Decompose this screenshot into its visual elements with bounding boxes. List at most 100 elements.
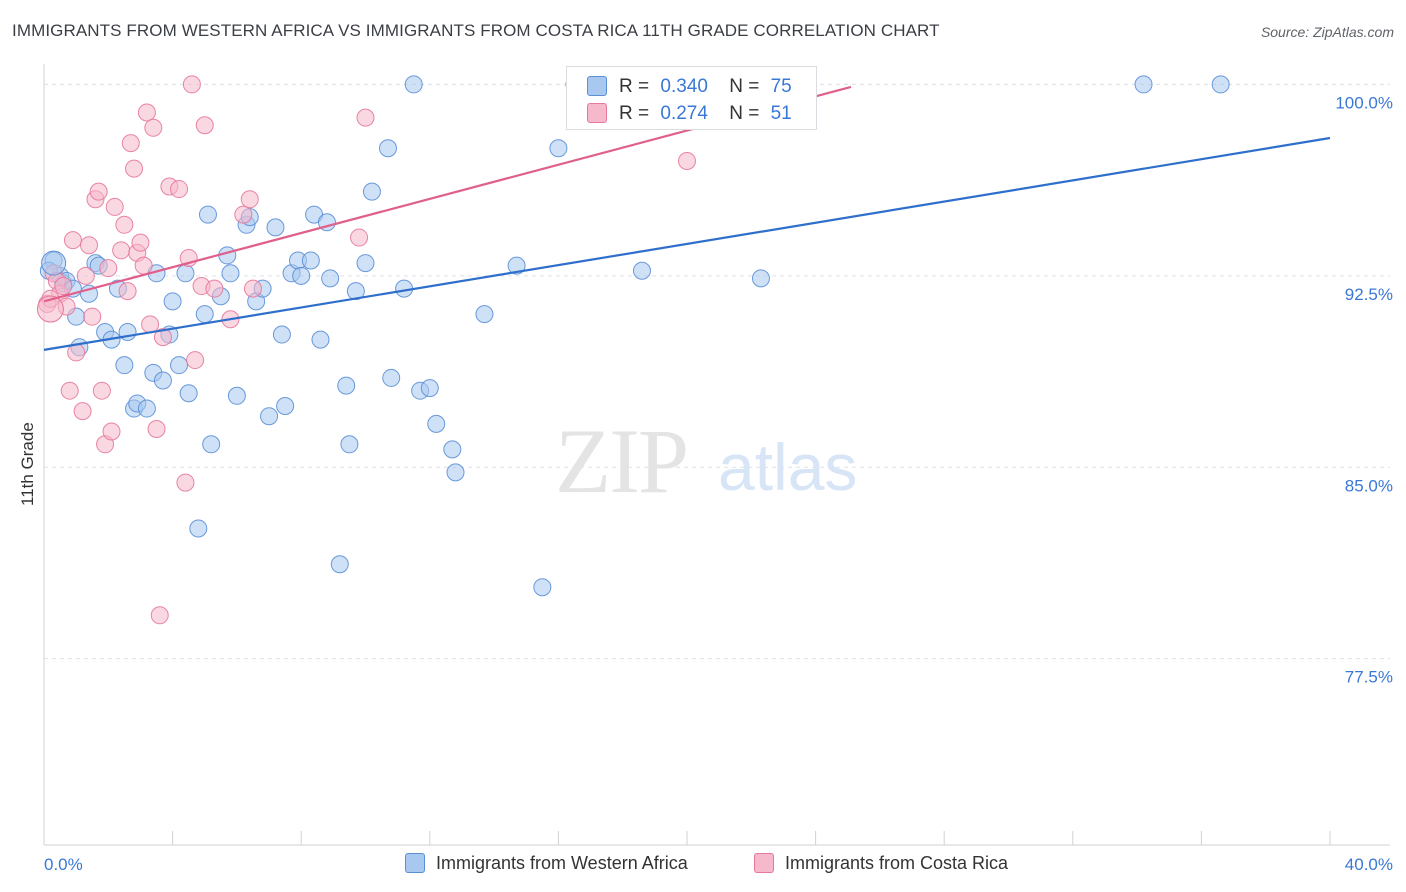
scatter-point <box>549 139 568 158</box>
r-value: 0.274 <box>660 103 708 124</box>
series-western-africa <box>39 75 1230 597</box>
scatter-point <box>301 251 320 270</box>
scatter-point <box>63 231 82 250</box>
scatter-point <box>141 315 160 334</box>
y-axis-label: 11th Grade <box>18 422 37 506</box>
n-value: 75 <box>770 76 792 97</box>
scatter-point <box>443 440 462 459</box>
scatter-point <box>446 463 465 482</box>
scatter-point <box>404 75 423 94</box>
x-tick-label: 40.0% <box>1345 855 1393 874</box>
scatter-point <box>340 435 359 454</box>
legend-label: Immigrants from Costa Rica <box>785 853 1009 873</box>
y-tick-label: 92.5% <box>1345 285 1393 304</box>
pink-swatch <box>754 853 774 873</box>
scatter-point <box>356 254 375 273</box>
scatter-point <box>379 139 398 158</box>
scatter-point <box>227 386 246 405</box>
blue-swatch <box>587 76 607 96</box>
n-value: 51 <box>770 103 792 124</box>
pink-swatch <box>587 103 607 123</box>
scatter-point <box>102 422 121 441</box>
blue-swatch <box>405 853 425 873</box>
scatter-point <box>170 180 189 199</box>
scatter-point <box>195 305 214 324</box>
watermark-atlas: atlas <box>718 430 857 504</box>
scatter-point <box>205 279 224 298</box>
scatter-point <box>83 307 102 326</box>
scatter-point <box>260 407 279 426</box>
scatter-point <box>153 328 172 347</box>
scatter-point <box>234 205 253 224</box>
scatter-point <box>198 205 217 224</box>
scatter-point <box>186 351 205 370</box>
scatter-point <box>170 356 189 375</box>
scatter-point <box>144 118 163 137</box>
n-label: N = <box>729 103 760 124</box>
scatter-point <box>321 269 340 288</box>
scatter-point <box>73 402 92 421</box>
scatter-point <box>221 264 240 283</box>
scatter-point <box>131 233 150 252</box>
series-costa-rica <box>38 75 696 625</box>
scatter-point <box>189 519 208 538</box>
scatter-point <box>137 103 156 122</box>
scatter-point <box>150 606 169 625</box>
scatter-point <box>678 151 696 170</box>
scatter-point <box>330 555 349 574</box>
stats-legend: R = 0.340 N = 75 R = 0.274 N = 51 <box>566 66 817 130</box>
scatter-point <box>89 182 108 201</box>
scatter-point <box>121 134 140 153</box>
y-tick-label: 85.0% <box>1345 476 1393 495</box>
source-credit: Source: ZipAtlas.com <box>1260 24 1394 40</box>
scatter-point <box>240 190 259 209</box>
scatter-point <box>356 108 375 127</box>
scatter-point <box>60 381 79 400</box>
scatter-point <box>118 282 137 301</box>
scatter-point <box>76 266 95 285</box>
scatter-point <box>115 356 134 375</box>
scatter-point <box>420 379 439 398</box>
scatter-point <box>80 236 99 255</box>
scatter-point <box>243 279 262 298</box>
scatter-point <box>112 241 131 260</box>
watermark-zip: ZIP <box>555 410 687 512</box>
legend-label: Immigrants from Western Africa <box>436 853 688 873</box>
scatter-point <box>751 269 770 288</box>
scatter-point <box>176 264 195 283</box>
y-tick-label: 100.0% <box>1335 93 1393 112</box>
scatter-point <box>350 228 369 247</box>
y-tick-label: 77.5% <box>1345 668 1393 687</box>
scatter-point <box>115 215 134 234</box>
scatter-point <box>533 578 552 597</box>
scatter-point <box>92 381 111 400</box>
scatter-point <box>276 397 295 416</box>
scatter-point <box>202 435 221 454</box>
scatter-point <box>176 473 195 492</box>
x-tick-label: 0.0% <box>44 855 83 874</box>
scatter-point <box>134 256 153 275</box>
scatter-point <box>125 159 144 178</box>
scatter-point <box>105 197 124 216</box>
scatter-point <box>266 218 285 237</box>
scatter-point <box>147 419 166 438</box>
scatter-point <box>182 75 201 94</box>
scatter-point <box>507 256 526 275</box>
scatter-point <box>362 182 381 201</box>
scatter-point <box>54 277 73 296</box>
scatter-point <box>1134 75 1153 94</box>
scatter-point <box>292 266 311 285</box>
scatter-point <box>272 325 291 344</box>
scatter-point <box>195 116 214 135</box>
scatter-point <box>179 384 198 403</box>
scatter-point <box>475 305 494 324</box>
n-label: N = <box>729 76 760 97</box>
scatter-point <box>163 292 182 311</box>
scatter-point <box>137 399 156 418</box>
r-label: R = <box>619 76 650 97</box>
scatter-point <box>632 261 651 280</box>
scatter-point <box>382 368 401 387</box>
scatter-point <box>346 282 365 301</box>
scatter-point <box>311 330 330 349</box>
